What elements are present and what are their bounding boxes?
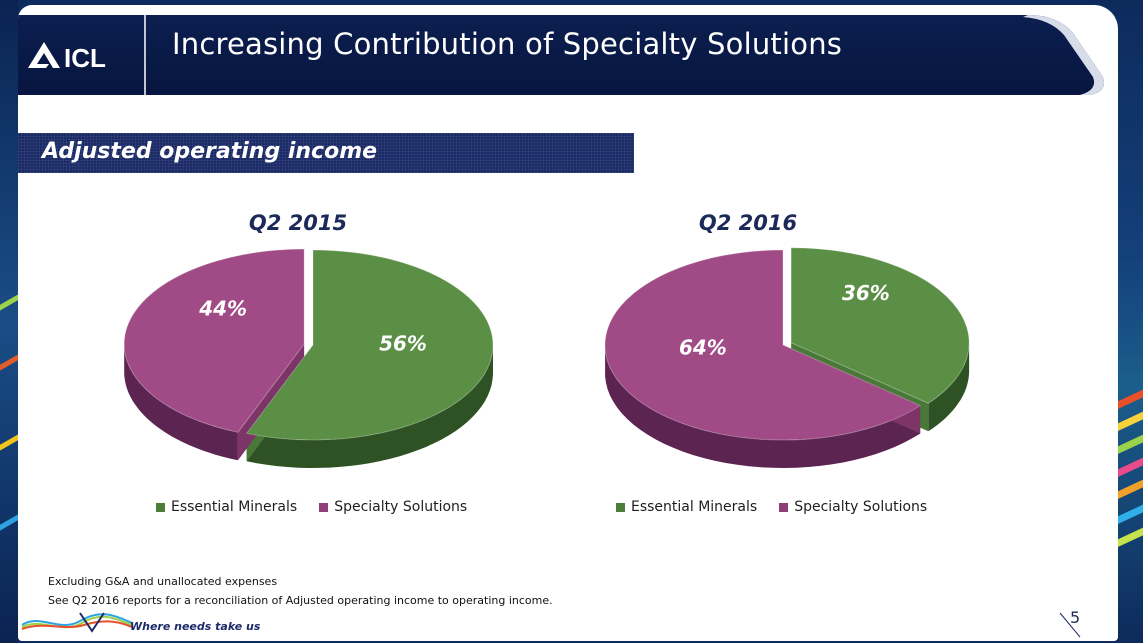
pie-slice-essential-minerals [245,249,494,441]
chart-title-q2-2016: Q2 2016 [699,211,797,235]
pie-slice-specialty-solutions [604,249,922,441]
pie-slice-essential-minerals [790,247,970,404]
pie-charts: Q2 2015 Q2 2016 56% 44% 36% 64% [123,211,970,468]
legend-item-essential: Essential Minerals [616,499,757,515]
legend-item-essential: Essential Minerals [156,499,297,515]
pie-value-label: 36% [842,281,890,305]
legend-label: Specialty Solutions [794,499,928,515]
legend-label: Essential Minerals [631,499,758,515]
legend-label: Specialty Solutions [334,499,468,515]
legend-swatch-essential [616,502,625,512]
section-label: Adjusted operating income [42,139,378,164]
pie-slice-side-specialty-solutions [605,348,921,468]
legend-q2-2016: Essential Minerals Specialty Solutions [616,499,927,515]
logo-text: ICL [64,43,106,72]
pie-value-label: 56% [379,332,427,356]
icl-logo: ICL [24,38,134,72]
legend-label: Essential Minerals [171,499,298,515]
legend-item-specialty: Specialty Solutions [779,499,927,515]
pie-slice-side-essential-minerals [928,343,970,432]
page-number: 5 [1070,608,1081,627]
legend-swatch-specialty [779,502,789,512]
pie-slice-side-specialty-solutions [124,343,238,461]
tagline: Where needs take us [130,620,261,633]
footnote-1: Excluding G&A and unallocated expenses [48,575,278,588]
chart-title-q2-2015: Q2 2015 [249,211,347,235]
pie-slice-side-essential-minerals [246,346,493,468]
footer-wave-graphic [21,612,133,633]
left-edge-decoration [0,0,24,643]
legend-item-specialty: Specialty Solutions [319,499,467,515]
slide: ICL Increasing Contribution of Specialty… [18,5,1118,641]
footnote-2: See Q2 2016 reports for a reconciliation… [48,594,553,607]
pie-slice-specialty-solutions [123,248,305,433]
pie-value-label: 44% [198,296,247,320]
corner-decoration [1059,612,1081,638]
legend-q2-2015: Essential Minerals Specialty Solutions [156,499,467,515]
pie-value-label: 64% [679,336,727,360]
legend-swatch-specialty [319,502,329,512]
page-title: Increasing Contribution of Specialty Sol… [172,27,843,61]
legend-swatch-essential [156,502,165,512]
header-bar: ICL Increasing Contribution of Specialty… [18,5,1118,97]
section-header-bar: Adjusted operating income [18,133,634,173]
